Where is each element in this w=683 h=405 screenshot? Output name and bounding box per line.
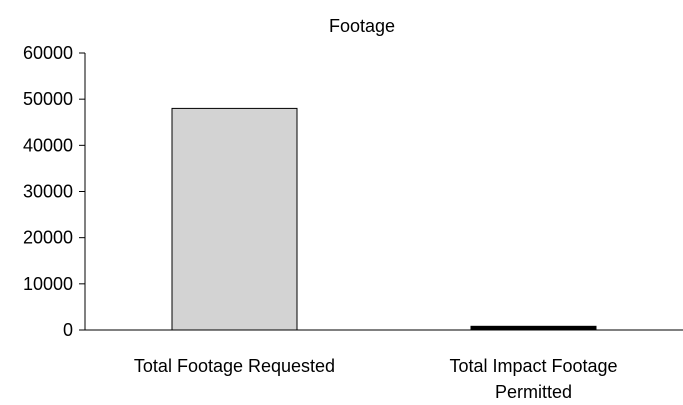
y-tick-label: 30000 [23, 182, 73, 202]
y-tick-label: 60000 [23, 43, 73, 63]
bars [171, 107, 597, 331]
y-tick-label: 0 [63, 320, 73, 340]
x-tick-label: Permitted [495, 382, 572, 402]
y-axis: 0 10000 20000 30000 40000 50000 60000 [23, 43, 86, 340]
y-tick-label: 50000 [23, 89, 73, 109]
chart-title: Footage [329, 16, 395, 36]
x-tick-label: Total Impact Footage [449, 356, 617, 376]
bar-1 [171, 107, 298, 331]
x-tick-label: Total Footage Requested [134, 356, 335, 376]
y-tick-label: 40000 [23, 135, 73, 155]
x-axis: Total Footage Requested Total Impact Foot… [85, 329, 683, 402]
bar-2 [470, 325, 597, 331]
y-tick-label: 20000 [23, 228, 73, 248]
y-tick-label: 10000 [23, 274, 73, 294]
